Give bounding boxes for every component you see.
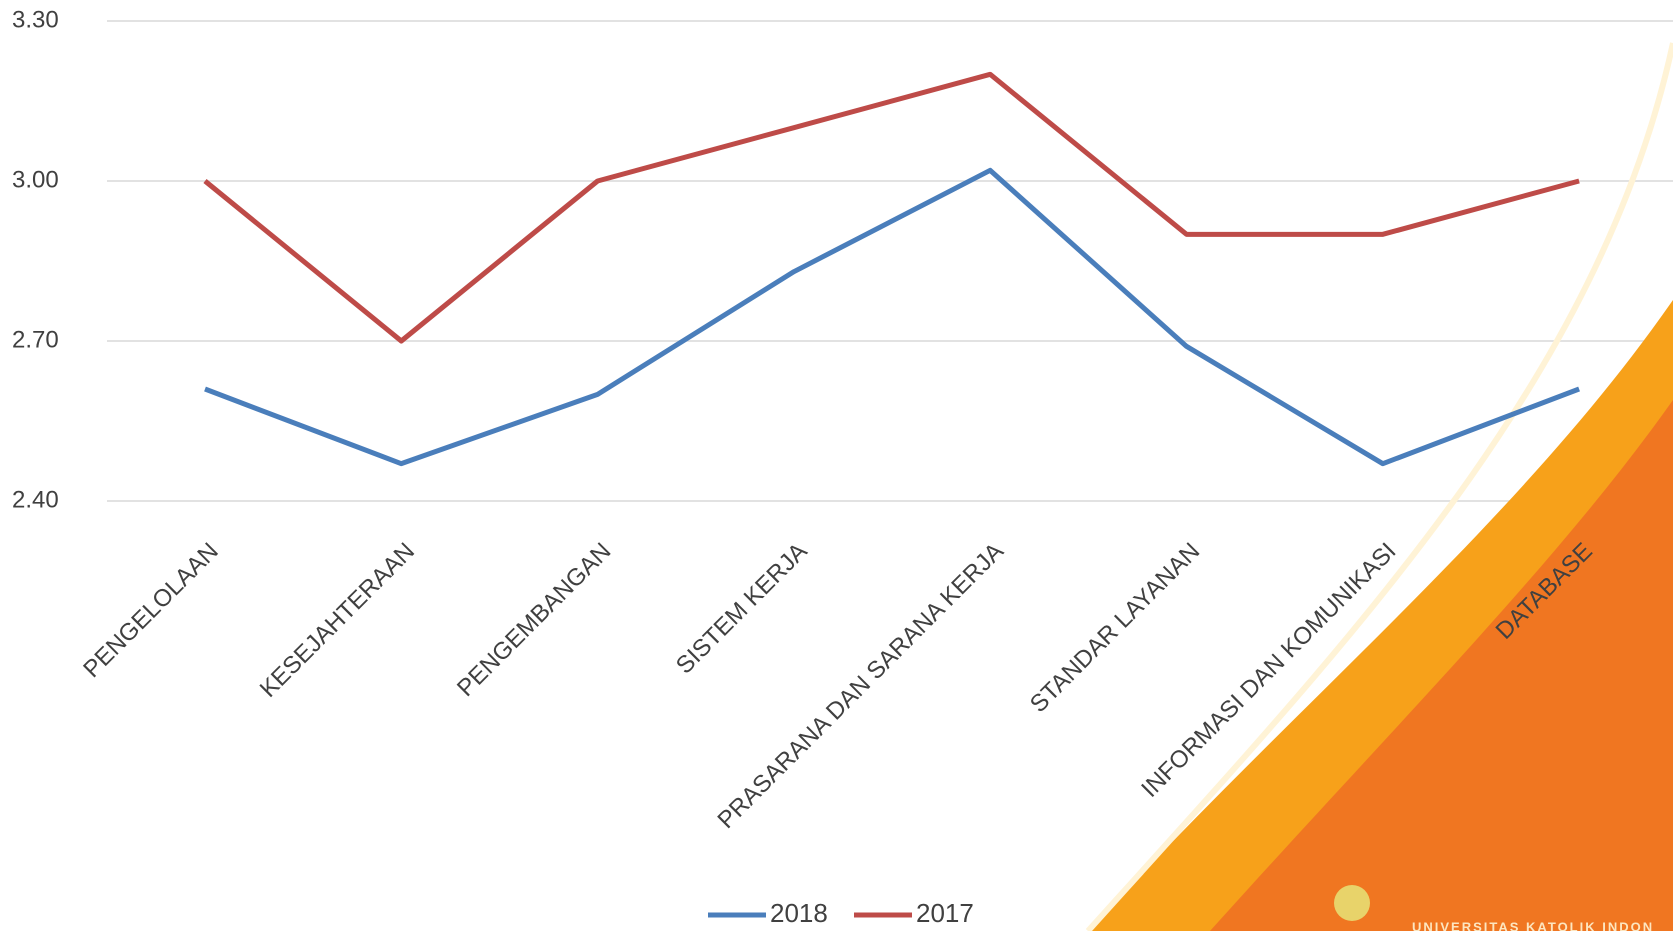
y-tick-label: 3.00 [12,166,59,193]
y-tick-label: 2.40 [12,486,59,513]
y-tick-label: 2.70 [12,326,59,353]
x-tick-label: KESEJAHTERAAN [255,538,420,703]
background-swoosh-edge [1085,42,1673,931]
y-tick-label: 3.30 [12,6,59,33]
logo-text: UNIVERSITAS KATOLIK INDON [1412,919,1654,931]
x-tick-label: SISTEM KERJA [671,538,813,680]
background-swoosh-dark [1210,400,1673,931]
series-line [203,71,1580,344]
legend-label: 2017 [916,898,974,928]
logo-emblem [1334,885,1370,921]
x-tick-label: PENGEMBANGAN [452,538,616,702]
x-tick-label: PENGELOLAAN [78,538,223,683]
x-tick-label: STANDAR LAYANAN [1025,538,1205,718]
legend-label: 2018 [770,898,828,928]
series-line [204,167,1580,467]
